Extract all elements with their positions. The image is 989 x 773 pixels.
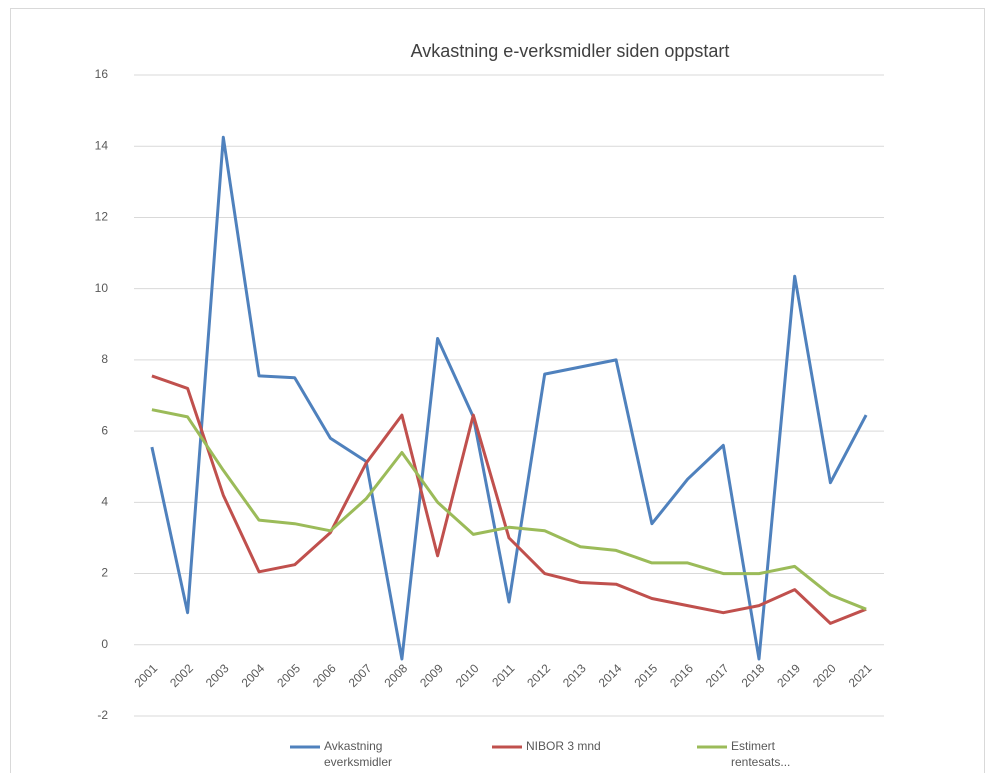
x-tick-label: 2016 [667, 661, 696, 690]
x-tick-label: 2001 [131, 661, 160, 690]
x-tick-label: 2009 [417, 661, 446, 690]
x-tick-label: 2007 [346, 661, 375, 690]
x-tick-label: 2005 [274, 661, 303, 690]
x-tick-label: 2021 [846, 661, 875, 690]
data-line [151, 408, 867, 611]
y-tick-label: 8 [101, 352, 108, 366]
y-tick-label: -2 [97, 708, 108, 722]
x-tick-label: 2015 [631, 661, 660, 690]
x-tick-label: 2020 [810, 661, 839, 690]
y-tick-label: 10 [95, 281, 109, 295]
y-tick-label: 12 [95, 210, 109, 224]
x-tick-label: 2013 [560, 661, 589, 690]
x-tick-label: 2012 [524, 661, 553, 690]
x-tick-label: 2002 [167, 661, 196, 690]
x-tick-label: 2019 [774, 661, 803, 690]
y-tick-label: 4 [101, 495, 108, 509]
y-tick-label: 2 [101, 566, 108, 580]
legend-label: Avkastning everksmidler [324, 739, 392, 769]
x-tick-label: 2010 [453, 661, 482, 690]
legend-label: NIBOR 3 mnd [526, 739, 601, 753]
y-tick-label: 14 [95, 138, 109, 152]
x-tick-label: 2014 [596, 661, 625, 690]
x-tick-label: 2008 [381, 661, 410, 690]
x-tick-label: 2017 [703, 661, 732, 690]
data-line [150, 135, 868, 661]
chart-title: Avkastning e-verksmidler siden oppstart [411, 41, 730, 61]
x-tick-label: 2006 [310, 661, 339, 690]
x-tick-label: 2018 [739, 661, 768, 690]
x-tick-label: 2011 [489, 661, 517, 689]
y-tick-label: 6 [101, 423, 108, 437]
y-tick-label: 0 [101, 637, 108, 651]
legend-label: Estimert rentesats... [731, 739, 790, 769]
chart-border [10, 8, 985, 773]
data-line [151, 374, 867, 625]
x-tick-label: 2003 [203, 661, 232, 690]
x-tick-label: 2004 [239, 661, 268, 690]
y-tick-label: 16 [95, 67, 109, 81]
